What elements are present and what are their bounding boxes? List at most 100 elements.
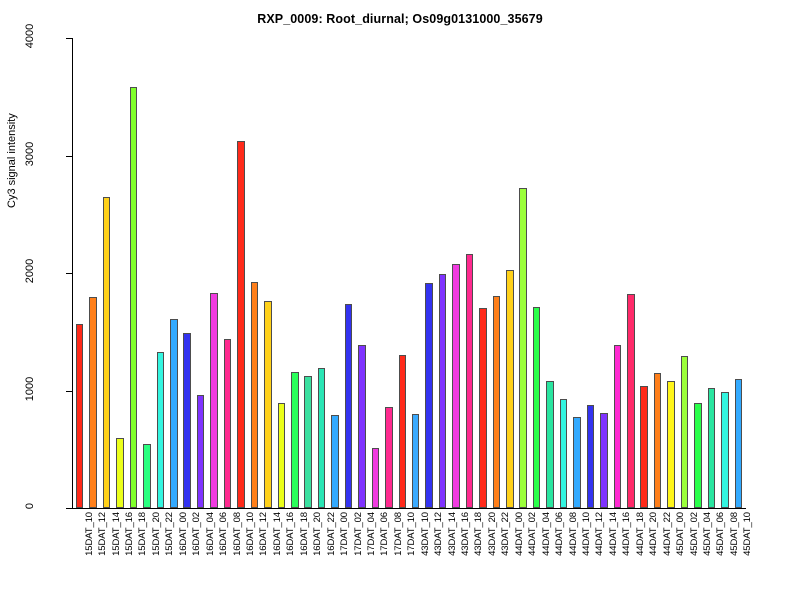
y-tick-label: 2000: [24, 258, 36, 284]
x-tick-label: 15DAT_20: [150, 512, 162, 556]
x-tick-label: 44DAT_14: [607, 512, 619, 556]
y-tick-label: 1000: [24, 376, 36, 401]
x-tick-label: 15DAT_16: [124, 512, 136, 556]
x-tick-label: 44DAT_00: [513, 512, 525, 556]
bar: [653, 372, 662, 508]
bar: [237, 141, 245, 508]
bar: [116, 437, 124, 508]
x-tick-label: 16DAT_00: [177, 512, 189, 556]
x-tick-label: 43DAT_18: [473, 512, 485, 556]
bar: [102, 196, 111, 508]
x-tick-label: 15DAT_18: [137, 512, 149, 556]
y-tick-label: 0: [24, 502, 36, 510]
bar: [694, 403, 702, 508]
bar: [196, 395, 205, 508]
x-axis-line: [72, 508, 746, 509]
x-tick-label: 16DAT_06: [218, 512, 230, 556]
bar: [532, 306, 541, 508]
x-tick-label: 43DAT_22: [500, 512, 512, 556]
x-tick-label: 17DAT_06: [379, 512, 391, 556]
bar: [667, 380, 675, 508]
x-tick-label: 44DAT_16: [621, 512, 633, 556]
bar: [626, 294, 635, 508]
bar: [223, 338, 232, 508]
bar: [317, 367, 326, 508]
bar: [210, 292, 218, 508]
y-tick-mark: [66, 38, 73, 39]
bar: [290, 371, 299, 508]
x-tick-label: 16DAT_22: [325, 512, 337, 556]
x-tick-label: 44DAT_08: [567, 512, 579, 556]
x-tick-label: 43DAT_14: [446, 512, 458, 556]
x-tick-label: 16DAT_18: [298, 512, 310, 556]
bar: [586, 404, 595, 508]
x-tick-label: 45DAT_06: [715, 512, 727, 556]
bar: [371, 448, 380, 508]
bar: [304, 375, 312, 508]
x-tick-label: 44DAT_04: [540, 512, 552, 556]
x-tick-label: 15DAT_22: [164, 512, 176, 556]
bar: [506, 270, 514, 508]
bar: [546, 381, 554, 508]
x-tick-label: 44DAT_06: [554, 512, 566, 556]
y-axis-label: Cy3 signal intensity: [6, 113, 18, 208]
x-tick-label: 16DAT_14: [271, 512, 283, 556]
y-tick-label: 3000: [24, 141, 36, 166]
x-tick-label: 45DAT_08: [728, 512, 740, 556]
y-tick-mark: [66, 273, 73, 274]
x-tick-label: 43DAT_20: [486, 512, 498, 556]
bar: [398, 355, 407, 508]
x-tick-label: 17DAT_10: [406, 512, 418, 556]
bar: [452, 264, 460, 508]
bar: [425, 283, 433, 508]
bar: [385, 406, 393, 508]
x-tick-label: 45DAT_00: [675, 512, 687, 556]
bar: [75, 323, 84, 508]
y-tick-mark: [66, 155, 73, 157]
bar: [344, 303, 353, 508]
bar: [264, 301, 272, 508]
bars-layer: [73, 38, 745, 508]
x-tick-label: 44DAT_20: [648, 512, 660, 556]
x-tick-label: 16DAT_12: [258, 512, 270, 556]
bar: [143, 443, 151, 508]
x-tick-label: 17DAT_08: [392, 512, 404, 556]
y-tick-mark: [66, 390, 73, 392]
x-tick-label: 15DAT_14: [110, 512, 122, 556]
bar: [465, 253, 474, 508]
x-tick-label: 17DAT_02: [352, 512, 364, 556]
y-tick-mark: [66, 508, 73, 509]
bar: [89, 296, 97, 508]
y-tick-label: 4000: [24, 23, 36, 49]
x-tick-label: 16DAT_02: [191, 512, 203, 556]
x-tick-label: 44DAT_18: [634, 512, 646, 556]
bar: [438, 274, 447, 508]
bar: [331, 414, 339, 508]
bar: [680, 355, 689, 508]
x-tick-label: 16DAT_16: [285, 512, 297, 556]
x-tick-label: 45DAT_10: [742, 512, 754, 556]
bar: [492, 295, 501, 508]
x-tick-label: 15DAT_10: [83, 512, 95, 556]
chart-title: RXP_0009: Root_diurnal; Os09g0131000_356…: [257, 12, 543, 26]
x-tick-label: 16DAT_10: [245, 512, 256, 556]
x-tick-label: 44DAT_12: [594, 512, 606, 556]
bar: [640, 386, 648, 508]
bar: [277, 403, 286, 508]
x-tick-label: 44DAT_22: [661, 512, 673, 556]
bar: [613, 344, 622, 508]
x-tick-label: 16DAT_20: [312, 512, 324, 556]
bar: [573, 416, 581, 508]
bar: [600, 412, 608, 508]
x-tick-label: 17DAT_00: [339, 512, 351, 556]
bar: [707, 388, 716, 508]
x-tick-label: 16DAT_04: [204, 512, 216, 556]
bar: [559, 398, 568, 508]
bar: [721, 392, 729, 508]
x-tick-label: 43DAT_16: [460, 512, 472, 556]
x-tick-label: 45DAT_02: [688, 512, 700, 556]
x-tick-label: 44DAT_02: [527, 512, 539, 556]
x-tick-label: 45DAT_04: [701, 512, 713, 556]
bar: [183, 332, 191, 508]
